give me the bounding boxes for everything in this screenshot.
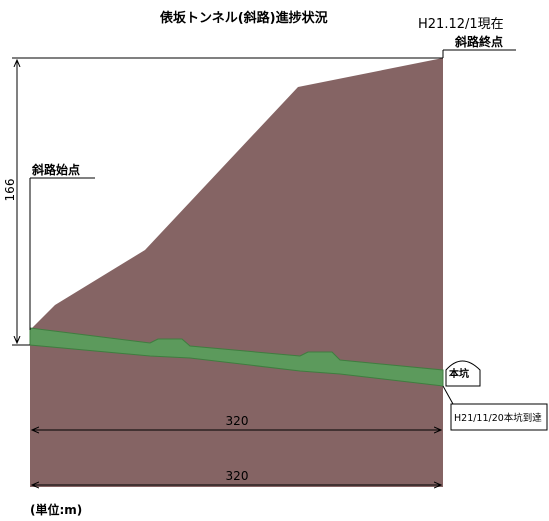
- end-point-label: 斜路終点: [454, 34, 503, 49]
- arrival-box: [450, 403, 548, 431]
- main-tunnel-label: 本坑: [449, 367, 469, 380]
- length-label-lower: 320: [226, 469, 249, 483]
- status-date: H21.12/1現在: [418, 17, 504, 32]
- incline-tunnel: [29, 327, 444, 387]
- arrival-leader: [442, 385, 454, 405]
- height-label: 166: [3, 179, 17, 202]
- unit-note: (単位:m): [30, 502, 82, 517]
- arrival-note: H21/11/20本坑到達: [454, 412, 542, 424]
- mountain: [30, 58, 443, 487]
- length-label-upper: 320: [226, 414, 249, 428]
- main-tunnel-shape: [445, 360, 481, 387]
- title: 俵坂トンネル(斜路)進捗状況: [159, 10, 328, 26]
- start-point-label: 斜路始点: [31, 162, 80, 177]
